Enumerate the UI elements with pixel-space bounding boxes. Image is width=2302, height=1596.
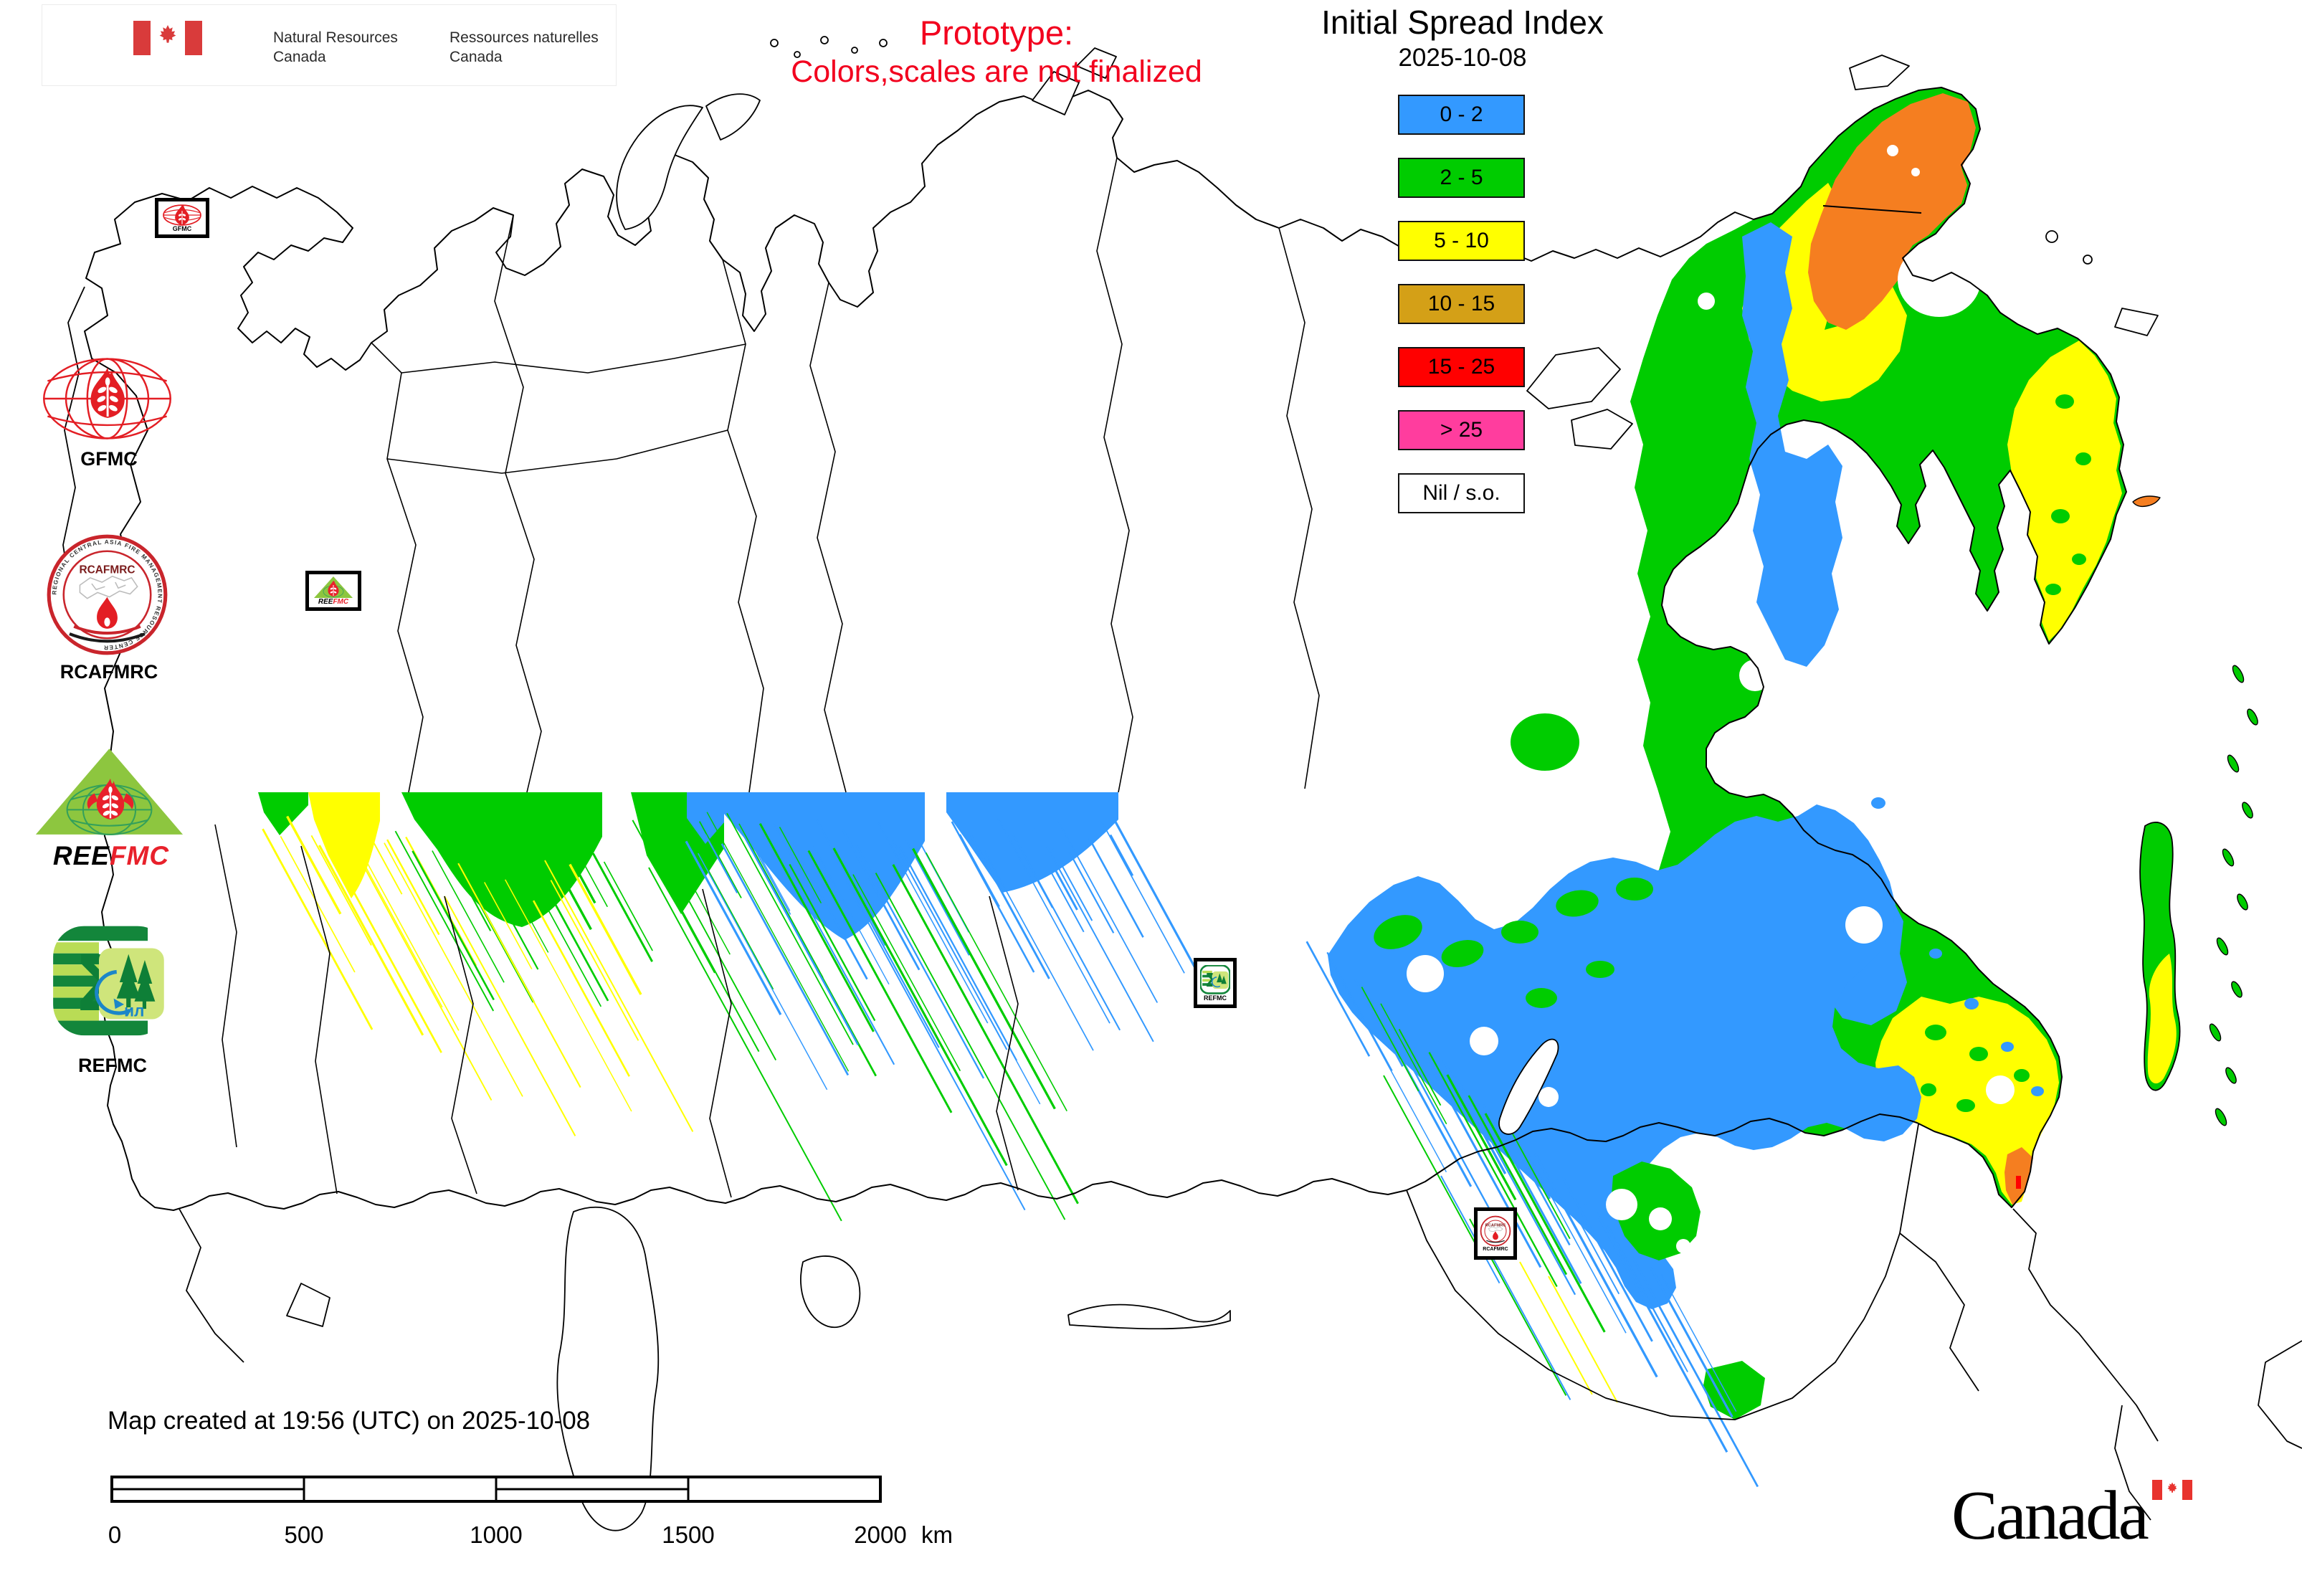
prototype-line1: Prototype: <box>919 14 1074 52</box>
legend-swatch-nil: Nil / s.o. <box>1398 473 1525 513</box>
logo-reefmc: REEFMC <box>32 746 190 871</box>
legend-swatch-10-15: 10 - 15 <box>1398 284 1525 324</box>
svg-text:RCAFMRC: RCAFMRC <box>1485 1224 1506 1228</box>
marker-gfmc-label: GFMC <box>172 224 192 232</box>
rcafmrc-marker-icon: RCAFMRC <box>1480 1215 1511 1247</box>
gfmc-globe-flame-icon <box>43 358 171 440</box>
map-created-text: Map created at 19:56 (UTC) on 2025-10-08 <box>108 1407 591 1435</box>
signature-text-en: Natural Resources Canada <box>273 29 398 65</box>
reefmc-triangle-icon <box>35 749 184 835</box>
legend-label: 0 - 2 <box>1440 103 1483 126</box>
signature-text-fr: Ressources naturelles Canada <box>450 29 599 65</box>
map-title: Initial Spread Index <box>1321 4 1604 41</box>
legend-label: 2 - 5 <box>1440 166 1483 189</box>
wordmark-flag-icon <box>2152 1480 2192 1500</box>
legend-swatch-gt-25: > 25 <box>1398 410 1525 450</box>
legend-swatch-0-2: 0 - 2 <box>1398 95 1525 135</box>
scalebar-tick-2000: 2000 <box>854 1521 906 1548</box>
reefmc-label: REEFMC <box>52 841 170 870</box>
refmc-cyrillic-text: ил <box>124 1001 144 1020</box>
map-marker-refmc: Σ REFMC <box>1194 958 1237 1008</box>
scanline-streaks <box>262 812 1759 1488</box>
map-date: 2025-10-08 <box>1398 44 1527 72</box>
scalebar-tick-1000: 1000 <box>470 1521 522 1548</box>
refmc-marker-icon: Σ <box>1200 964 1230 994</box>
logo-gfmc: GFMC <box>37 353 181 470</box>
nrcan-signature: Natural Resources Canada Ressources natur… <box>42 4 617 86</box>
gfmc-marker-icon <box>163 204 201 226</box>
refmc-sigma-icon: Σ ил <box>53 926 164 1036</box>
title-block: Initial Spread Index 2025-10-08 <box>1283 3 1642 73</box>
scalebar-tick-500: 500 <box>284 1521 323 1548</box>
prototype-line2: Colors,scales are not finalized <box>791 54 1202 89</box>
marker-reefmc-label: REEFMC <box>318 598 349 606</box>
logo-rcafmrc: REGIONAL CENTRAL ASIA FIRE MANAGEMENT RE… <box>44 532 173 683</box>
legend-swatch-15-25: 15 - 25 <box>1398 347 1525 387</box>
legend-label: 5 - 10 <box>1434 229 1489 252</box>
wordmark-text: Canada <box>1951 1477 2149 1554</box>
reefmc-marker-icon <box>314 576 353 598</box>
marker-refmc-label: REFMC <box>1204 994 1227 1002</box>
legend-label: 10 - 15 <box>1427 292 1495 315</box>
legend-label: Nil / s.o. <box>1422 481 1500 505</box>
rcafmrc-inner-text: RCAFMRC <box>79 564 135 576</box>
map-marker-rcafmrc: RCAFMRC RCAFMRC <box>1474 1207 1517 1260</box>
legend-swatch-2-5: 2 - 5 <box>1398 158 1525 198</box>
coastlines-borders <box>62 36 2302 1531</box>
logo-refmc: Σ ил REFMC <box>52 923 173 1077</box>
canada-wordmark: Canada <box>1951 1476 2253 1569</box>
legend-swatch-5-10: 5 - 10 <box>1398 221 1525 261</box>
marker-rcafmrc-label: RCAFMRC <box>1483 1247 1508 1252</box>
map-marker-reefmc: REEFMC <box>305 571 361 611</box>
gfmc-label: GFMC <box>80 448 138 470</box>
scalebar-unit: km <box>921 1521 953 1548</box>
legend: 0 - 2 2 - 5 5 - 10 10 - 15 15 - 25 > 25 … <box>1398 95 1525 536</box>
legend-label: > 25 <box>1440 418 1483 442</box>
rcafmrc-badge-icon: REGIONAL CENTRAL ASIA FIRE MANAGEMENT RE… <box>47 534 168 655</box>
scalebar-tick-0: 0 <box>108 1521 121 1548</box>
rcafmrc-label: RCAFMRC <box>60 661 158 683</box>
prototype-warning: Prototype: Colors,scales are not finaliz… <box>674 13 1319 90</box>
scalebar: 0 500 1000 1500 2000 km <box>108 1476 953 1548</box>
refmc-label: REFMC <box>78 1055 147 1076</box>
isi-data-overlay <box>258 87 2126 1488</box>
canada-flag-icon <box>133 21 202 55</box>
scalebar-tick-1500: 1500 <box>662 1521 714 1548</box>
legend-label: 15 - 25 <box>1427 355 1495 379</box>
map-marker-gfmc: GFMC <box>155 198 209 238</box>
